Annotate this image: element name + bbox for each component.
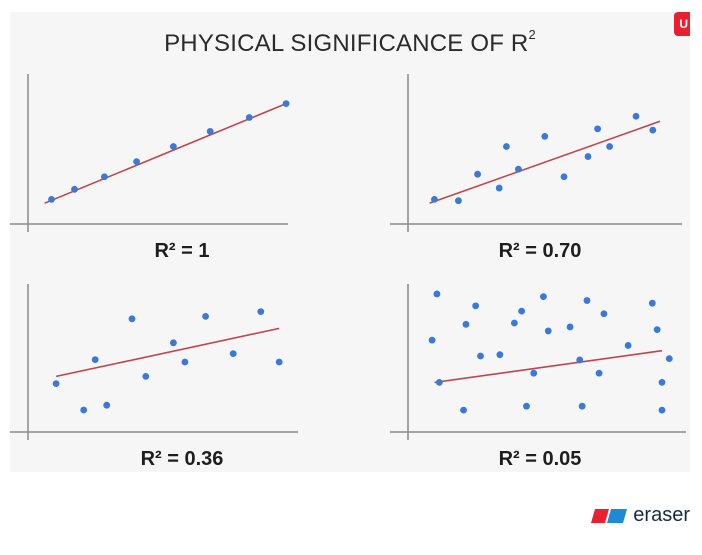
- brand-watermark: eraser: [591, 504, 690, 527]
- data-point-4-9: [510, 319, 518, 327]
- data-point-4-10: [518, 307, 526, 315]
- data-point-4-25: [658, 379, 666, 386]
- data-point-4-1: [428, 336, 436, 344]
- data-point-4-6: [472, 302, 480, 310]
- brand-name: eraser: [633, 504, 690, 526]
- data-point-1-7: [245, 114, 253, 121]
- data-point-3-4: [103, 401, 111, 409]
- data-point-3-8: [181, 358, 189, 366]
- data-point-4-21: [624, 342, 632, 349]
- data-point-2-12: [632, 112, 640, 120]
- data-point-4-7: [477, 352, 484, 360]
- data-point-1-3: [101, 173, 108, 181]
- title-text: PHYSICAL SIGNIFICANCE OF R: [164, 30, 529, 57]
- data-point-4-11: [523, 402, 530, 410]
- data-point-4-18: [583, 297, 591, 304]
- slide-title: PHYSICAL SIGNIFICANCE OF R2: [10, 27, 690, 58]
- data-point-2-10: [594, 125, 601, 133]
- data-point-4-3: [435, 379, 443, 386]
- data-point-4-13: [540, 293, 547, 300]
- data-point-3-3: [91, 356, 99, 363]
- r2-label-4: R² = 0.05: [498, 448, 582, 470]
- data-point-4-17: [578, 402, 586, 410]
- fit-line-3: [55, 327, 280, 378]
- data-point-3-9: [202, 313, 210, 320]
- data-point-2-2: [455, 197, 462, 205]
- data-point-1-5: [170, 143, 177, 150]
- data-point-2-4: [495, 184, 503, 192]
- data-point-1-1: [48, 196, 55, 203]
- eraser-logo-icon: [591, 508, 628, 523]
- scatter-plots: [10, 74, 686, 440]
- data-point-3-12: [275, 358, 283, 366]
- fit-line-4: [434, 349, 663, 384]
- data-point-2-5: [503, 143, 510, 150]
- r2-label-3: R² = 0.36: [140, 448, 224, 470]
- data-point-4-12: [530, 369, 538, 377]
- data-point-4-16: [576, 356, 584, 364]
- data-point-2-11: [606, 143, 613, 150]
- data-point-4-24: [658, 406, 666, 414]
- data-point-2-6: [515, 165, 522, 173]
- data-point-1-8: [282, 100, 290, 108]
- data-point-4-22: [648, 299, 656, 307]
- data-point-2-13: [649, 126, 657, 134]
- data-point-2-7: [541, 133, 549, 140]
- data-point-1-6: [206, 127, 214, 135]
- data-point-4-14: [544, 327, 552, 335]
- data-point-2-9: [584, 153, 592, 160]
- data-point-2-3: [474, 170, 481, 178]
- data-point-4-20: [600, 310, 608, 318]
- data-point-4-5: [462, 320, 470, 328]
- data-point-2-8: [560, 173, 568, 181]
- data-point-1-2: [71, 185, 78, 193]
- data-point-3-10: [229, 350, 237, 357]
- data-point-4-4: [460, 406, 467, 414]
- data-point-3-5: [128, 315, 136, 323]
- r2-label-1: R² = 1: [154, 240, 210, 262]
- data-point-4-23: [653, 326, 661, 333]
- fit-line-1: [44, 102, 287, 204]
- data-point-4-15: [566, 323, 574, 331]
- r2-label-2: R² = 0.70: [498, 240, 582, 262]
- data-point-3-1: [52, 380, 60, 387]
- title-superscript: 2: [528, 27, 536, 42]
- data-point-4-19: [595, 369, 603, 377]
- data-point-3-2: [80, 406, 88, 414]
- data-point-1-4: [133, 158, 140, 166]
- data-point-3-6: [142, 373, 150, 380]
- data-point-3-7: [170, 339, 177, 347]
- data-point-4-26: [665, 355, 673, 363]
- data-point-2-1: [431, 196, 438, 203]
- corner-logo-badge: U: [674, 12, 690, 36]
- fit-line-2: [429, 120, 661, 204]
- data-point-4-2: [433, 290, 441, 298]
- slide-panel: PHYSICAL SIGNIFICANCE OF R2 U R² = 1 R² …: [10, 12, 690, 472]
- data-point-3-11: [257, 308, 265, 315]
- data-point-4-8: [496, 351, 504, 359]
